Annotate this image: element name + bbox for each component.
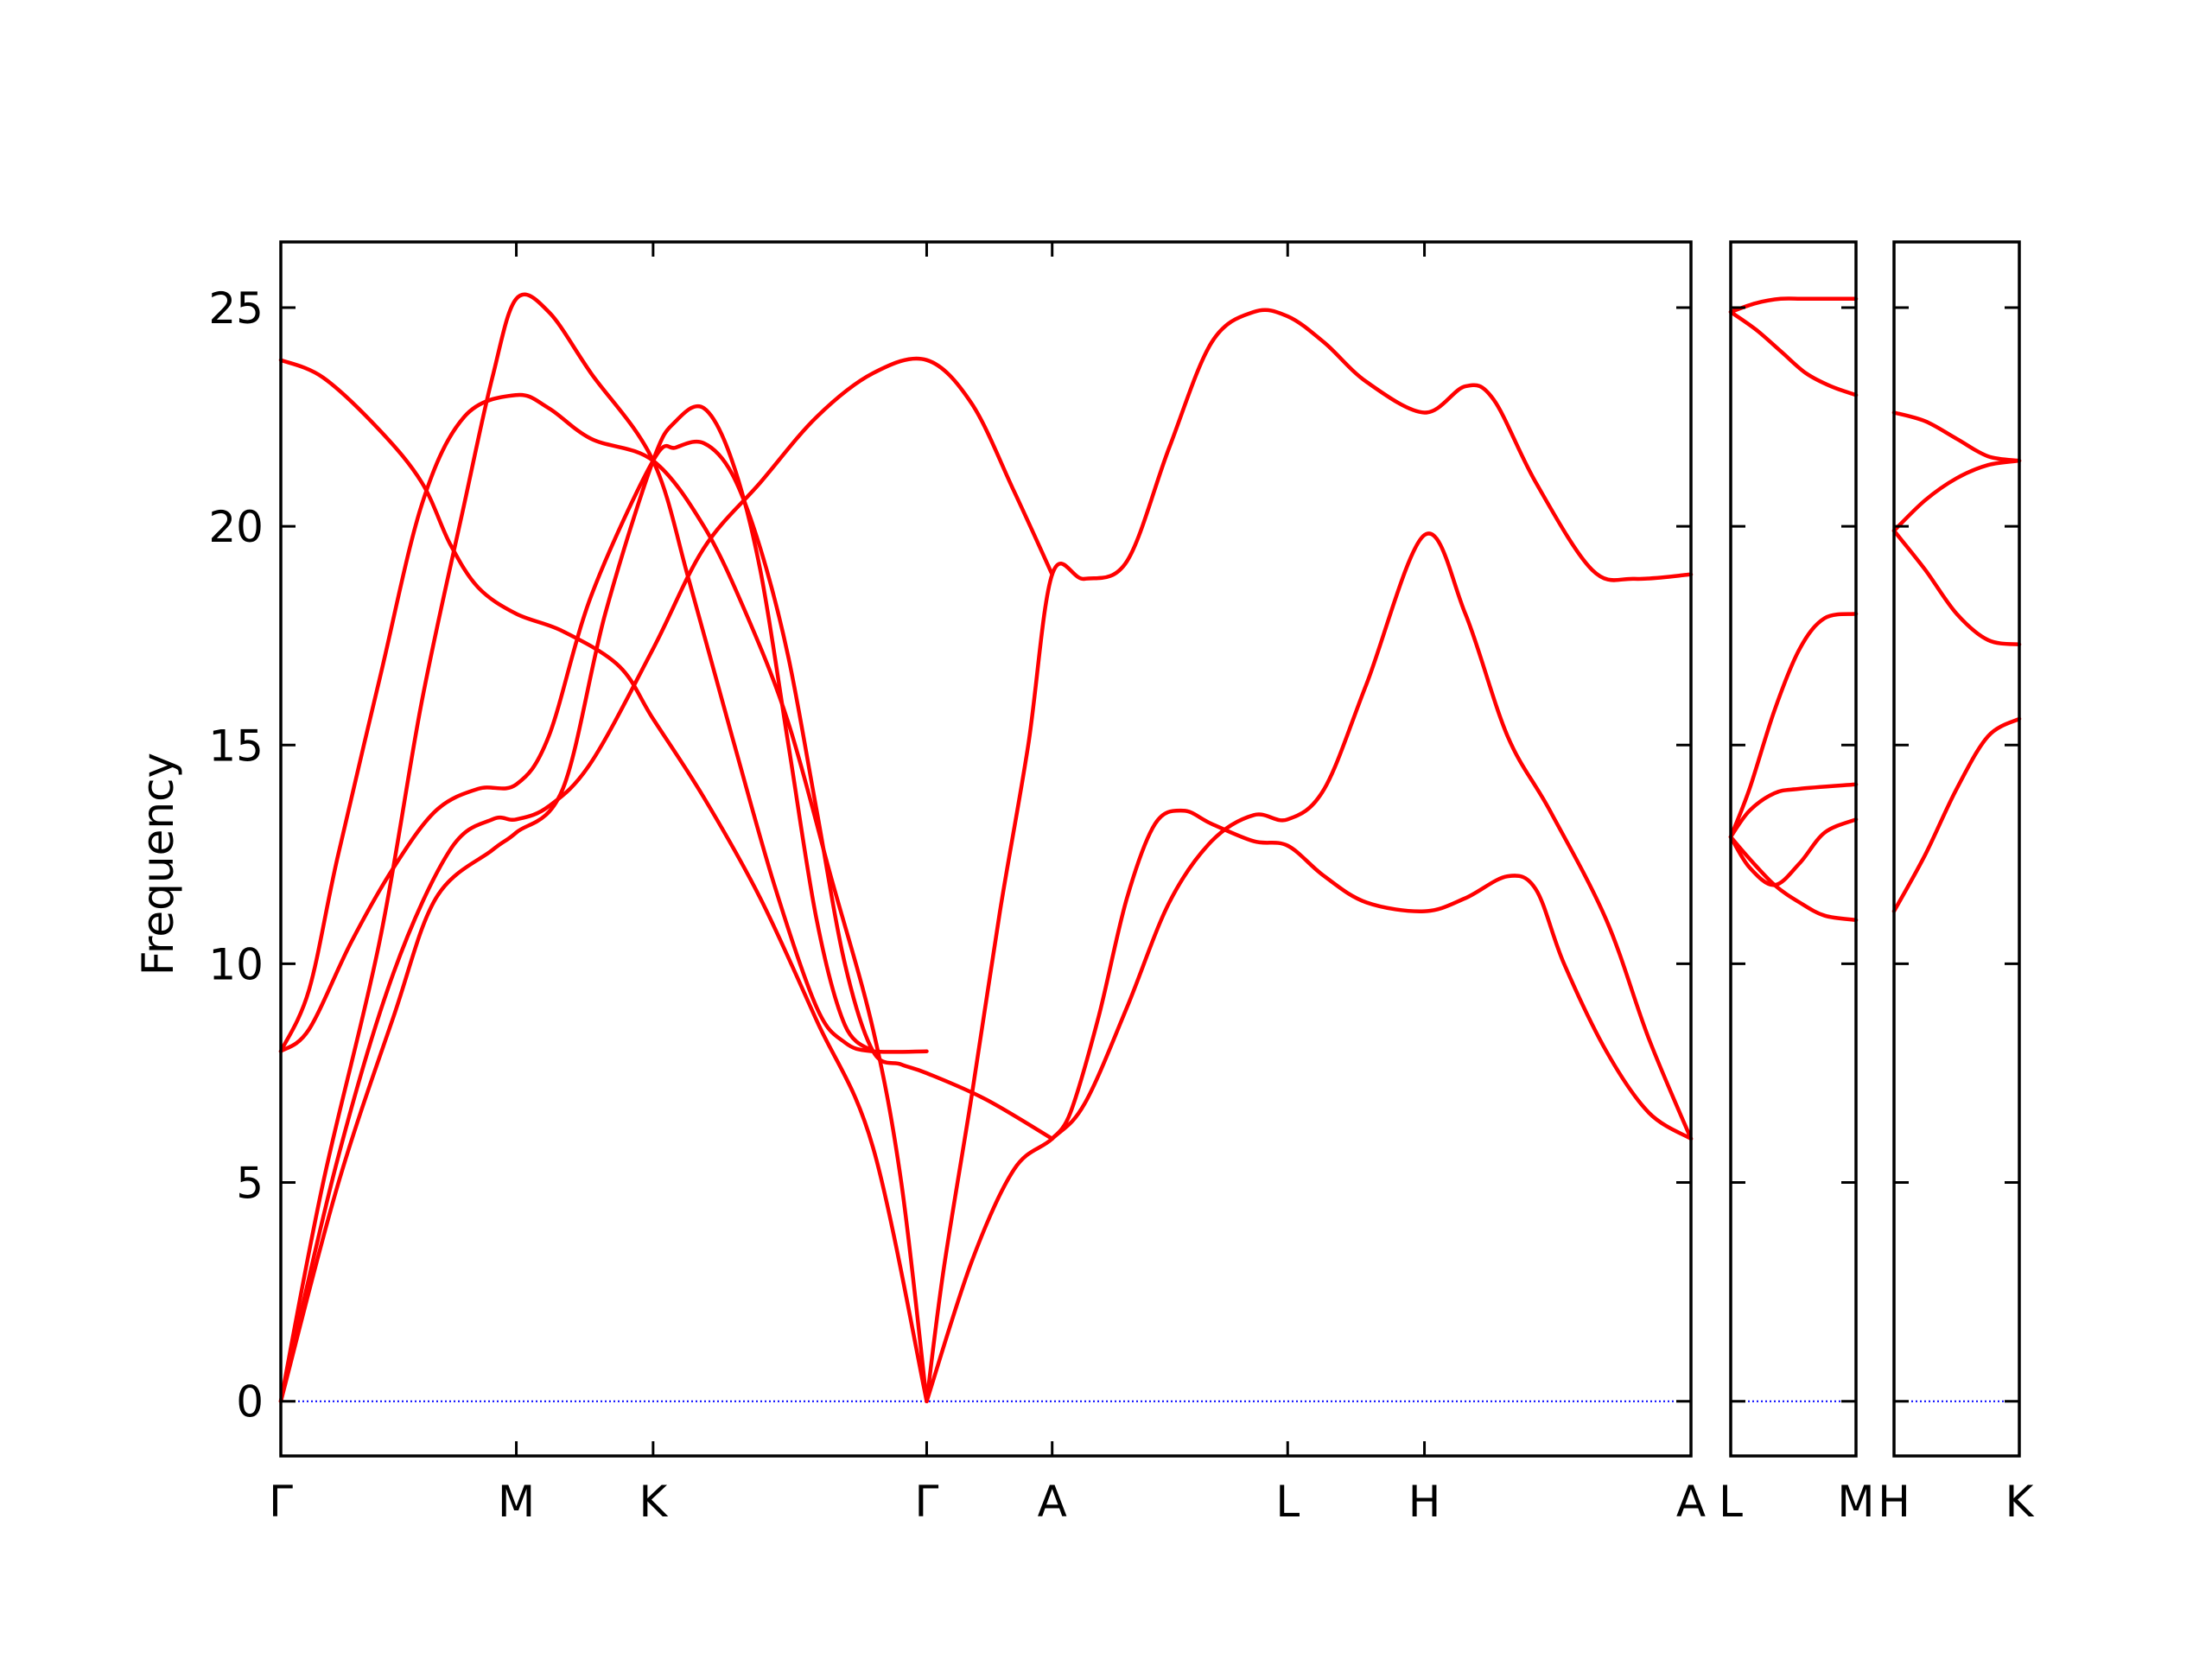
band-line-6 xyxy=(1728,835,1859,923)
x-tick-label: L xyxy=(1719,1477,1743,1527)
panel-frame xyxy=(279,240,1693,1458)
y-tick-label: 25 xyxy=(208,283,264,334)
x-tick-label: Γ xyxy=(915,1477,939,1527)
band-line-8 xyxy=(925,308,1694,1403)
y-tick-label: 5 xyxy=(236,1159,264,1209)
x-tick-label: A xyxy=(1676,1477,1706,1527)
x-tick-label: K xyxy=(639,1477,668,1527)
band-line-2 xyxy=(278,292,929,1403)
y-tick-label: 10 xyxy=(208,939,264,989)
band-line-6 xyxy=(278,392,929,1403)
band-line-3 xyxy=(278,356,1054,1403)
panel-frame xyxy=(1892,240,2021,1458)
band-line-4 xyxy=(278,404,875,1403)
y-tick-label: 15 xyxy=(208,721,264,771)
band-line-5 xyxy=(1728,817,1859,887)
panel-1: 0 5 10 15 20 25 Γ M K Γ A L H A xyxy=(208,240,1706,1527)
band-line-7 xyxy=(925,531,1694,1403)
x-tick-label: A xyxy=(1038,1477,1067,1527)
band-line-4 xyxy=(1728,782,1859,839)
band-line-9 xyxy=(1050,808,1694,1141)
y-tick-label: 0 xyxy=(236,1377,264,1427)
band-line-2 xyxy=(1728,309,1859,397)
y-axis-label: Frequency xyxy=(133,753,183,976)
band-line-1 xyxy=(278,358,929,1403)
band-line-2 xyxy=(1891,458,2022,533)
x-tick-label: H xyxy=(1878,1477,1910,1527)
x-tick-label: M xyxy=(1837,1477,1874,1527)
x-tick-label: M xyxy=(498,1477,535,1527)
x-tick-label: K xyxy=(2005,1477,2035,1527)
y-tick-label: 20 xyxy=(208,502,264,552)
x-tick-label: L xyxy=(1275,1477,1300,1527)
panel-frame xyxy=(1729,240,1858,1458)
band-line-4 xyxy=(1891,716,2022,913)
band-line-3 xyxy=(1728,612,1859,839)
x-tick-label: H xyxy=(1408,1477,1441,1527)
band-line-1 xyxy=(1728,296,1859,315)
band-line-3 xyxy=(1891,528,2022,647)
band-line-1 xyxy=(1891,410,2022,463)
band-line-5 xyxy=(278,439,1054,1141)
x-tick-label: Γ xyxy=(269,1477,293,1527)
